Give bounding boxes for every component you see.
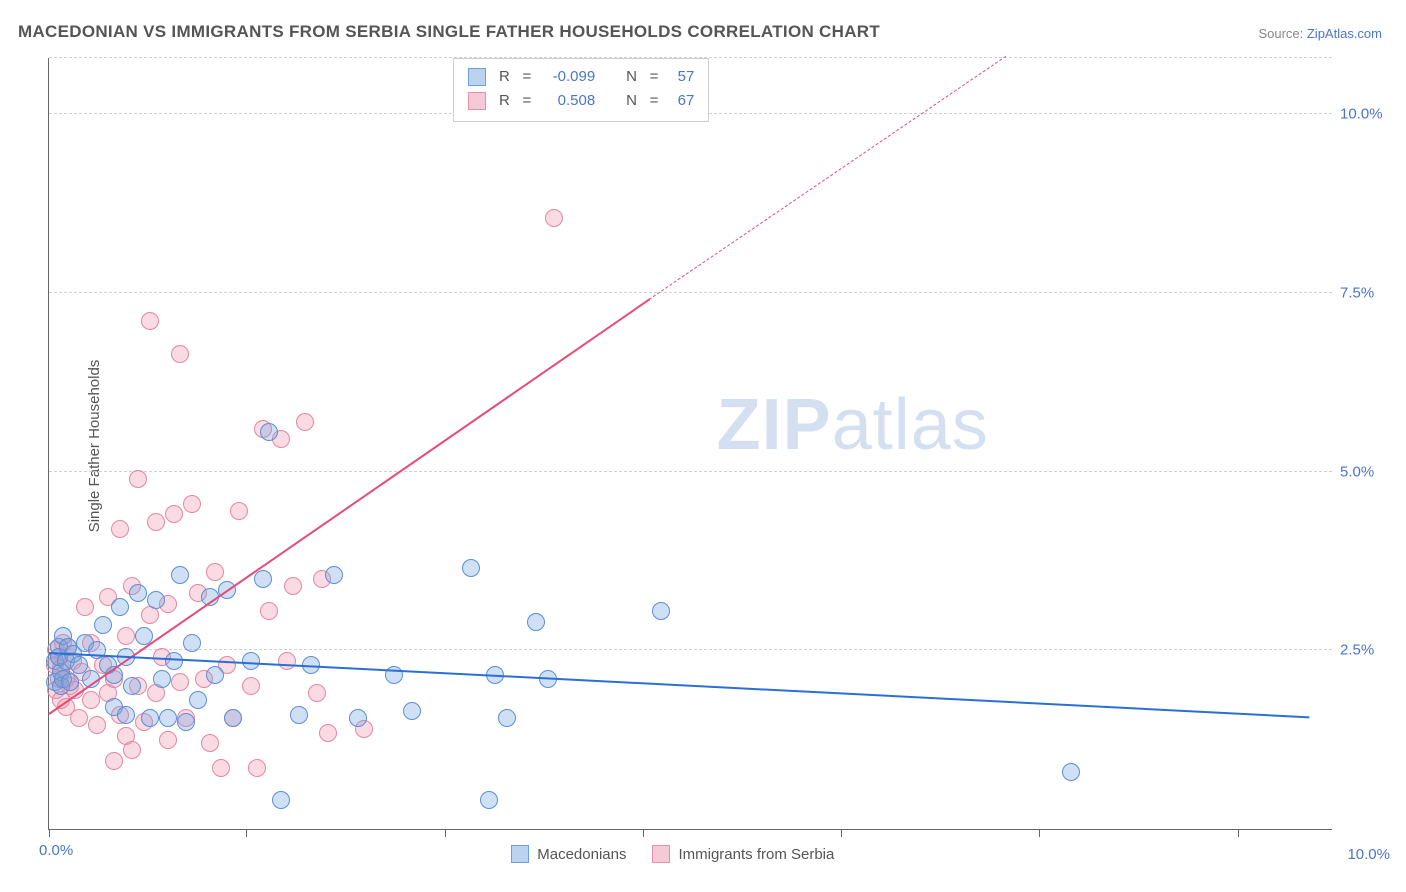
legend-swatch xyxy=(468,92,486,110)
legend-swatch xyxy=(652,845,670,863)
scatter-point xyxy=(183,495,201,513)
y-tick-label: 2.5% xyxy=(1340,642,1396,659)
scatter-point xyxy=(123,677,141,695)
scatter-point xyxy=(1062,763,1080,781)
scatter-point xyxy=(325,566,343,584)
scatter-point xyxy=(290,706,308,724)
x-tick xyxy=(246,829,247,837)
scatter-point xyxy=(171,673,189,691)
gridline xyxy=(49,471,1332,472)
trend-line xyxy=(48,298,650,714)
legend-item: Immigrants from Serbia xyxy=(652,845,834,863)
scatter-point xyxy=(76,598,94,616)
scatter-point xyxy=(212,759,230,777)
x-tick xyxy=(1238,829,1239,837)
scatter-point xyxy=(117,706,135,724)
scatter-point xyxy=(201,734,219,752)
scatter-point xyxy=(153,670,171,688)
scatter-point xyxy=(319,724,337,742)
scatter-point xyxy=(498,709,516,727)
scatter-point xyxy=(123,741,141,759)
legend-item: Macedonians xyxy=(511,845,626,863)
bottom-legend: Macedonians Immigrants from Serbia xyxy=(511,845,834,863)
scatter-point xyxy=(248,759,266,777)
source-label: Source: ZipAtlas.com xyxy=(1258,26,1382,41)
chart-title: MACEDONIAN VS IMMIGRANTS FROM SERBIA SIN… xyxy=(18,22,880,42)
x-tick xyxy=(445,829,446,837)
legend-swatch xyxy=(511,845,529,863)
legend-swatch xyxy=(468,68,486,86)
scatter-point xyxy=(296,413,314,431)
scatter-point xyxy=(117,627,135,645)
scatter-point xyxy=(260,423,278,441)
scatter-point xyxy=(403,702,421,720)
scatter-point xyxy=(165,652,183,670)
x-tick xyxy=(643,829,644,837)
scatter-point xyxy=(111,520,129,538)
scatter-point xyxy=(462,559,480,577)
scatter-point xyxy=(129,470,147,488)
scatter-point xyxy=(545,209,563,227)
scatter-point xyxy=(105,752,123,770)
scatter-point xyxy=(260,602,278,620)
y-tick-label: 10.0% xyxy=(1340,106,1396,123)
watermark: ZIPatlas xyxy=(717,384,989,466)
scatter-point xyxy=(61,673,79,691)
scatter-point xyxy=(230,502,248,520)
source-prefix: Source: xyxy=(1258,26,1306,41)
y-tick-label: 7.5% xyxy=(1340,284,1396,301)
plot-area: 2.5%5.0%7.5%10.0%0.0%10.0%ZIPatlasR=-0.0… xyxy=(48,58,1332,830)
trend-line xyxy=(49,652,1309,718)
scatter-point xyxy=(82,691,100,709)
scatter-point xyxy=(189,691,207,709)
scatter-point xyxy=(284,577,302,595)
scatter-point xyxy=(165,505,183,523)
source-link[interactable]: ZipAtlas.com xyxy=(1307,26,1382,41)
scatter-point xyxy=(183,634,201,652)
scatter-point xyxy=(349,709,367,727)
stats-row: R=0.508 N=67 xyxy=(468,89,694,113)
scatter-point xyxy=(480,791,498,809)
legend-label: Macedonians xyxy=(537,846,626,863)
scatter-point xyxy=(129,584,147,602)
x-tick xyxy=(49,829,50,837)
scatter-point xyxy=(147,591,165,609)
scatter-point xyxy=(88,716,106,734)
gridline xyxy=(49,649,1332,650)
scatter-point xyxy=(308,684,326,702)
scatter-point xyxy=(70,709,88,727)
x-tick xyxy=(841,829,842,837)
legend-label: Immigrants from Serbia xyxy=(678,846,834,863)
axis-zero-label: 0.0% xyxy=(39,842,95,859)
scatter-point xyxy=(254,570,272,588)
scatter-point xyxy=(159,709,177,727)
scatter-point xyxy=(177,713,195,731)
scatter-point xyxy=(272,791,290,809)
scatter-point xyxy=(171,566,189,584)
x-max-label: 10.0% xyxy=(1347,846,1390,863)
scatter-point xyxy=(171,345,189,363)
y-tick-label: 5.0% xyxy=(1340,463,1396,480)
scatter-point xyxy=(527,613,545,631)
scatter-point xyxy=(206,563,224,581)
gridline xyxy=(49,292,1332,293)
scatter-point xyxy=(159,731,177,749)
stats-row: R=-0.099 N=57 xyxy=(468,65,694,89)
scatter-point xyxy=(242,677,260,695)
scatter-point xyxy=(652,602,670,620)
scatter-point xyxy=(111,598,129,616)
scatter-point xyxy=(224,709,242,727)
scatter-point xyxy=(141,312,159,330)
scatter-point xyxy=(206,666,224,684)
scatter-point xyxy=(147,513,165,531)
scatter-point xyxy=(94,616,112,634)
x-tick xyxy=(1039,829,1040,837)
scatter-point xyxy=(278,652,296,670)
scatter-point xyxy=(141,709,159,727)
stats-legend: R=-0.099 N=57R=0.508 N=67 xyxy=(453,58,709,122)
